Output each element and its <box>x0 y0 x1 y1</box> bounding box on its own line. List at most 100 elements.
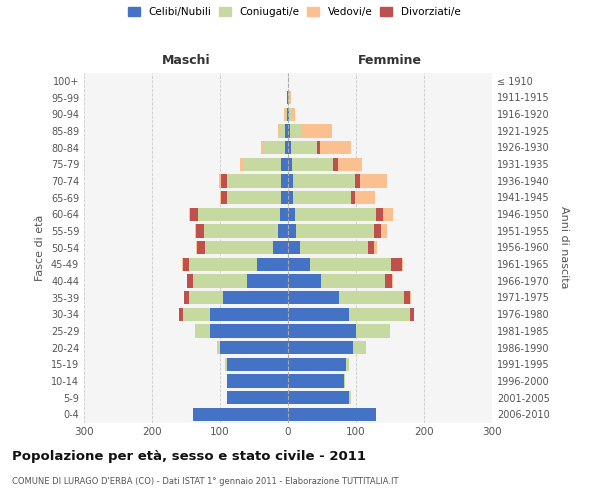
Bar <box>392 274 393 287</box>
Bar <box>261 141 264 154</box>
Bar <box>381 224 386 237</box>
Text: Maschi: Maschi <box>161 54 211 66</box>
Bar <box>288 108 289 121</box>
Bar <box>278 124 280 138</box>
Bar <box>220 191 221 204</box>
Bar <box>320 141 350 154</box>
Bar <box>281 174 288 188</box>
Bar <box>190 258 257 271</box>
Bar <box>288 208 295 221</box>
Bar <box>287 108 288 121</box>
Legend: Celibi/Nubili, Coniugati/e, Vedovi/e, Divorziati/e: Celibi/Nubili, Coniugati/e, Vedovi/e, Di… <box>125 5 463 20</box>
Bar <box>349 391 350 404</box>
Bar <box>288 374 344 388</box>
Bar <box>193 274 247 287</box>
Bar <box>338 158 362 171</box>
Bar <box>190 208 198 221</box>
Bar <box>288 291 339 304</box>
Bar <box>296 224 374 237</box>
Bar <box>383 208 394 221</box>
Bar <box>210 324 288 338</box>
Bar <box>221 174 227 188</box>
Bar <box>353 341 366 354</box>
Bar <box>310 258 391 271</box>
Bar <box>293 174 355 188</box>
Bar <box>197 241 205 254</box>
Bar <box>410 308 414 321</box>
Bar <box>320 274 385 287</box>
Bar <box>187 274 193 287</box>
Y-axis label: Fasce di età: Fasce di età <box>35 214 45 280</box>
Bar <box>241 158 244 171</box>
Bar <box>203 224 278 237</box>
Text: Popolazione per età, sesso e stato civile - 2011: Popolazione per età, sesso e stato civil… <box>12 450 366 463</box>
Bar <box>288 91 289 104</box>
Bar <box>291 141 317 154</box>
Bar <box>264 141 284 154</box>
Bar <box>356 324 390 338</box>
Bar <box>290 124 301 138</box>
Bar <box>280 124 285 138</box>
Bar <box>195 324 196 338</box>
Bar <box>349 308 410 321</box>
Bar <box>288 241 300 254</box>
Bar <box>247 274 288 287</box>
Bar <box>227 391 288 404</box>
Bar <box>295 208 376 221</box>
Bar <box>226 358 227 371</box>
Bar <box>193 408 288 421</box>
Bar <box>288 141 291 154</box>
Bar <box>287 91 288 104</box>
Bar <box>281 191 288 204</box>
Bar <box>273 241 288 254</box>
Bar <box>288 324 356 338</box>
Bar <box>301 124 332 138</box>
Bar <box>300 241 368 254</box>
Bar <box>284 141 288 154</box>
Bar <box>292 108 295 121</box>
Bar <box>404 291 410 304</box>
Bar <box>205 241 273 254</box>
Bar <box>401 258 403 271</box>
Bar <box>221 191 227 204</box>
Bar <box>223 291 288 304</box>
Bar <box>288 158 292 171</box>
Bar <box>293 191 351 204</box>
Bar <box>196 224 203 237</box>
Bar <box>288 191 293 204</box>
Bar <box>288 391 349 404</box>
Bar <box>288 258 310 271</box>
Bar <box>257 258 288 271</box>
Bar <box>196 241 197 254</box>
Bar <box>196 324 210 338</box>
Bar <box>333 158 338 171</box>
Y-axis label: Anni di nascita: Anni di nascita <box>559 206 569 288</box>
Bar <box>220 174 221 188</box>
Bar <box>376 208 383 221</box>
Bar <box>288 408 376 421</box>
Bar <box>351 191 355 204</box>
Bar <box>281 158 288 171</box>
Bar <box>284 108 287 121</box>
Bar <box>374 241 377 254</box>
Bar <box>288 358 346 371</box>
Bar <box>285 124 288 138</box>
Bar <box>355 191 375 204</box>
Bar <box>355 174 360 188</box>
Bar <box>278 224 288 237</box>
Bar <box>198 208 280 221</box>
Bar <box>288 308 349 321</box>
Bar <box>339 291 404 304</box>
Bar <box>346 358 349 371</box>
Bar <box>182 308 210 321</box>
Bar <box>190 291 223 304</box>
Bar <box>220 341 288 354</box>
Bar <box>385 274 392 287</box>
Bar <box>227 191 281 204</box>
Bar <box>280 208 288 221</box>
Bar <box>182 258 190 271</box>
Bar <box>184 291 190 304</box>
Bar <box>288 274 320 287</box>
Bar <box>317 141 320 154</box>
Bar <box>227 374 288 388</box>
